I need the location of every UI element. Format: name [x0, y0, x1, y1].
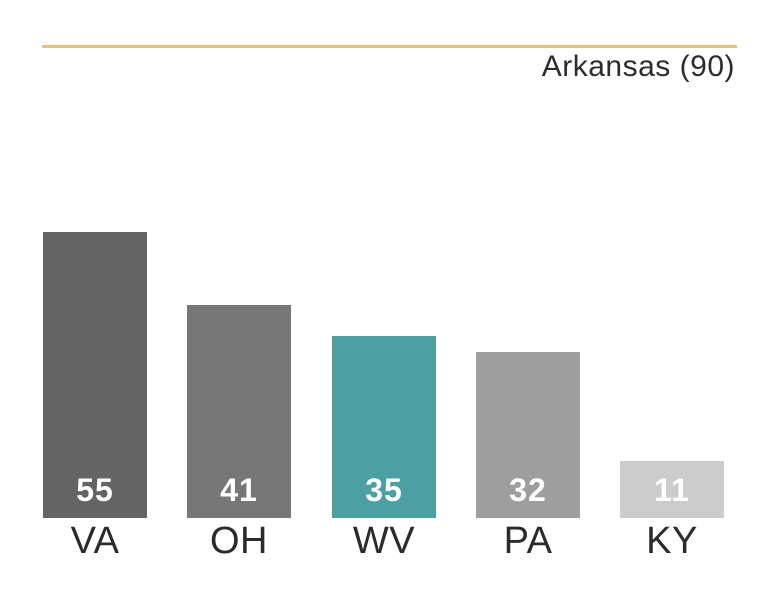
bar-value-label: 32 [509, 472, 547, 508]
bar-oh: 41 [187, 305, 291, 518]
bar-category-label: OH [210, 520, 268, 562]
bar-value-label: 55 [76, 472, 114, 508]
bar-value-label: 35 [365, 472, 403, 508]
bar-category-label: WV [352, 520, 416, 562]
chart-title: Arkansas (90) [541, 50, 735, 83]
bar-va: 55 [43, 232, 147, 518]
bar-pa: 32 [476, 352, 580, 518]
bar-wv: 35 [332, 336, 436, 518]
bar-category-label: PA [503, 520, 553, 562]
bar-value-label: 11 [654, 472, 690, 508]
bar-ky: 11 [620, 461, 724, 518]
header-rule [42, 45, 737, 48]
bar-category-label: KY [646, 520, 698, 562]
bar-value-label: 41 [220, 472, 258, 508]
bar-category-label: VA [70, 520, 120, 562]
